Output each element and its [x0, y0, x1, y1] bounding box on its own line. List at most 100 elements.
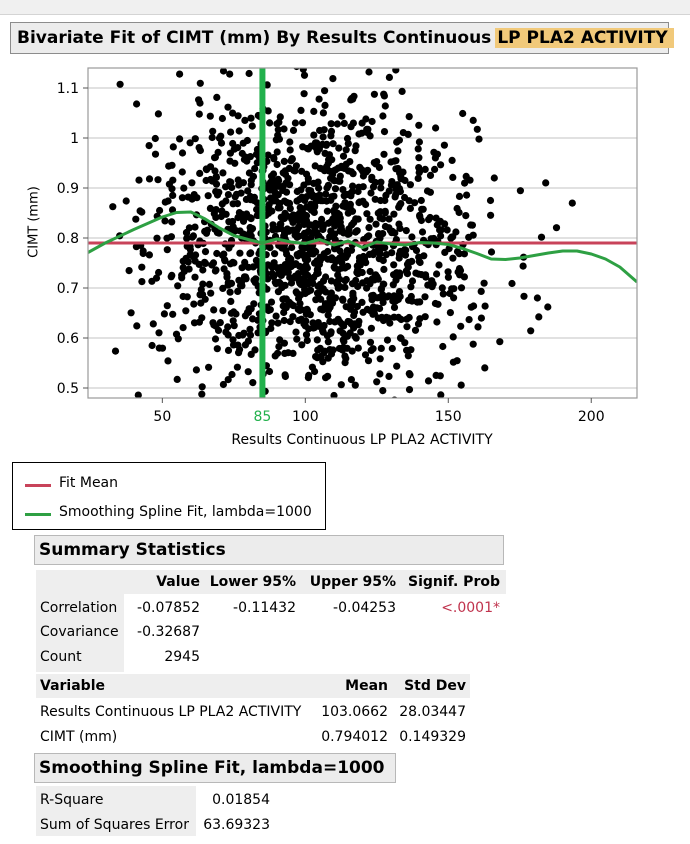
data-point — [280, 295, 288, 303]
data-point — [297, 275, 305, 283]
data-point — [213, 93, 221, 101]
data-point — [281, 349, 289, 357]
row-label-correlation: Correlation — [40, 600, 118, 616]
data-point — [241, 116, 249, 124]
data-point — [145, 175, 154, 183]
data-point — [304, 374, 312, 382]
data-point — [376, 234, 384, 242]
data-point — [415, 121, 423, 129]
y-tick-label: 0.8 — [57, 231, 79, 247]
data-point — [153, 234, 161, 242]
data-point — [369, 345, 377, 353]
data-point — [199, 280, 207, 288]
data-point — [480, 279, 488, 287]
data-point — [321, 149, 329, 157]
data-point — [331, 166, 340, 174]
data-point — [173, 375, 181, 383]
row-label-r-square: R-Square — [40, 792, 104, 808]
data-point — [336, 227, 344, 235]
data-point — [174, 335, 182, 343]
data-point — [275, 135, 283, 143]
data-point — [279, 169, 287, 177]
summary-statistics-heading[interactable]: Summary Statistics — [34, 535, 504, 565]
data-point — [198, 314, 206, 322]
data-point — [379, 112, 387, 120]
data-point — [358, 129, 366, 137]
data-point — [415, 257, 423, 266]
data-point — [176, 70, 184, 78]
variable-row-label: Results Continuous LP PLA2 ACTIVITY — [40, 704, 302, 720]
data-point — [331, 185, 340, 193]
data-point — [169, 143, 177, 151]
data-point — [288, 215, 296, 223]
scatter-plot[interactable]: 0.5 0.6 0.7 0.8 0.9 1 1.1 50 100 150 200 85 — [0, 60, 690, 460]
data-point — [419, 205, 427, 213]
data-point — [156, 206, 164, 215]
data-point — [296, 209, 304, 217]
spline-fit-heading[interactable]: Smoothing Spline Fit, lambda=1000 — [34, 753, 396, 783]
data-point — [280, 125, 288, 133]
data-point — [139, 247, 147, 255]
data-point — [300, 71, 309, 79]
data-point — [245, 69, 253, 78]
data-point — [516, 187, 525, 195]
data-point — [357, 328, 365, 336]
data-point — [192, 366, 200, 374]
data-point — [426, 171, 435, 179]
data-point — [243, 409, 250, 416]
data-point — [206, 204, 214, 212]
data-point — [180, 184, 188, 192]
data-point — [390, 157, 398, 165]
variable-row-sd: 28.03447 — [399, 704, 466, 720]
data-point — [269, 197, 277, 205]
data-point — [346, 158, 354, 166]
data-point — [277, 271, 285, 279]
data-point — [229, 200, 237, 208]
data-point — [405, 313, 413, 322]
data-point — [309, 193, 317, 201]
data-point — [301, 233, 309, 242]
data-point — [237, 189, 245, 197]
data-point — [390, 303, 399, 311]
data-point — [324, 338, 332, 346]
data-point — [212, 173, 220, 181]
data-point — [408, 297, 416, 305]
data-point — [127, 309, 135, 317]
data-point — [309, 324, 317, 332]
data-point — [544, 303, 552, 311]
data-point — [253, 199, 261, 207]
data-point — [338, 163, 346, 172]
covariance-value: -0.32687 — [137, 624, 200, 640]
data-point — [353, 227, 361, 235]
data-point — [208, 133, 216, 142]
data-point — [289, 313, 297, 321]
data-point — [399, 129, 407, 137]
data-point — [449, 233, 457, 241]
data-point — [266, 119, 274, 127]
data-point — [154, 176, 162, 184]
data-point — [182, 254, 190, 262]
y-tick-label: 1 — [70, 131, 79, 147]
data-point — [328, 193, 336, 201]
data-point — [454, 268, 462, 276]
data-point — [241, 312, 249, 320]
data-point — [187, 410, 194, 417]
data-point — [407, 283, 415, 291]
data-point — [370, 90, 378, 98]
data-point — [227, 297, 235, 305]
data-point — [302, 331, 311, 339]
data-point — [366, 215, 374, 223]
data-point — [229, 139, 237, 148]
report-title[interactable]: Bivariate Fit of CIMT (mm) By Results Co… — [10, 22, 674, 54]
data-point — [220, 265, 228, 273]
data-point — [441, 220, 449, 228]
correlation-lower: -0.11432 — [233, 600, 296, 616]
data-point — [304, 288, 312, 296]
data-point — [395, 203, 403, 211]
smoothing-spline-line — [88, 210, 637, 284]
data-point — [290, 166, 298, 174]
y-tick-label: 0.5 — [57, 381, 79, 397]
summary-label-band — [36, 594, 124, 672]
data-point — [281, 372, 289, 381]
data-point — [390, 271, 398, 279]
